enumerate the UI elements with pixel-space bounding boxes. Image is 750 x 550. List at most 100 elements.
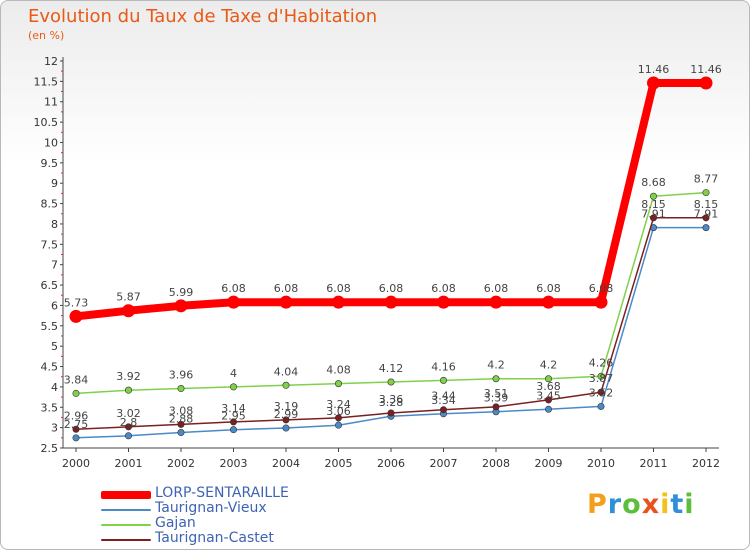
x-tick-label: 2003	[220, 457, 248, 470]
x-tick-label: 2010	[587, 457, 615, 470]
data-point	[125, 386, 133, 394]
data-point	[122, 304, 135, 318]
data-label: 3.45	[536, 389, 561, 402]
data-label: 4	[230, 367, 237, 380]
y-tick-label: 6.5	[41, 279, 59, 292]
data-label: 3.87	[589, 372, 614, 385]
data-point	[279, 295, 293, 309]
logo-letter: o	[622, 489, 642, 520]
data-label: 7.91	[641, 208, 666, 221]
data-label: 4.26	[589, 356, 614, 369]
data-point	[489, 295, 503, 309]
data-point	[594, 295, 608, 309]
y-tick-label: 7.5	[41, 238, 59, 251]
data-point	[174, 299, 188, 313]
data-point	[544, 396, 552, 404]
logo-letter: x	[641, 489, 661, 520]
legend-swatch	[101, 491, 151, 499]
data-point	[702, 214, 710, 222]
data-point	[492, 375, 500, 383]
data-point	[72, 425, 80, 433]
data-point	[597, 372, 605, 380]
y-tick-label: 6	[51, 299, 58, 312]
x-tick-label: 2004	[272, 457, 300, 470]
logo-letter: P	[587, 489, 608, 520]
data-label: 2.96	[64, 409, 89, 422]
data-point	[334, 380, 342, 388]
data-label: 8.15	[641, 198, 666, 211]
data-label: 6.08	[536, 282, 561, 295]
logo-letter: t	[670, 489, 685, 520]
data-point	[332, 295, 345, 309]
x-tick-label: 2008	[482, 457, 510, 470]
data-point	[282, 381, 290, 389]
data-label: 5.87	[116, 291, 141, 304]
chart-subtitle: (en %)	[28, 29, 65, 42]
data-label: 5.99	[169, 286, 194, 299]
logo-letter: r	[607, 489, 623, 520]
x-tick-label: 2000	[62, 457, 90, 470]
y-tick-label: 11.5	[34, 75, 59, 88]
data-point	[282, 416, 290, 424]
data-label: 4.08	[326, 364, 351, 377]
data-point	[387, 378, 395, 386]
data-point	[230, 418, 238, 426]
data-label: 6.08	[431, 282, 456, 295]
data-label: 8.68	[641, 176, 666, 189]
data-point	[177, 385, 185, 393]
data-label: 2.88	[169, 413, 194, 426]
y-tick-label: 4	[51, 381, 58, 394]
data-label: 2.8	[120, 416, 138, 429]
data-point	[439, 406, 447, 414]
data-point	[72, 389, 80, 397]
y-tick-label: 12	[44, 55, 58, 68]
data-label: 2.99	[274, 408, 299, 421]
data-point	[699, 76, 713, 90]
data-label: 3.52	[589, 386, 614, 399]
data-point	[647, 76, 660, 90]
legend-swatch	[101, 509, 151, 511]
data-label: 3.84	[64, 373, 89, 386]
data-point	[334, 414, 342, 422]
x-tick-label: 2011	[640, 457, 668, 470]
data-label: 11.46	[690, 63, 722, 76]
x-tick-label: 2006	[377, 457, 405, 470]
legend-swatch	[101, 539, 151, 541]
data-point	[544, 375, 552, 383]
y-tick-label: 5	[51, 340, 58, 353]
data-point	[437, 295, 450, 309]
x-tick-label: 2007	[430, 457, 458, 470]
data-label: 4.16	[431, 360, 456, 373]
data-point	[282, 424, 290, 432]
data-point	[177, 429, 185, 437]
data-label: 3.96	[169, 369, 194, 382]
data-label: 3.51	[484, 387, 509, 400]
y-tick-label: 5.5	[41, 320, 59, 333]
data-point	[702, 224, 710, 232]
data-point	[597, 388, 605, 396]
data-label: 3.36	[379, 393, 404, 406]
x-tick-label: 2009	[535, 457, 563, 470]
data-point	[597, 402, 605, 410]
data-point	[649, 192, 657, 200]
logo-letter: i	[684, 489, 695, 520]
data-point	[387, 409, 395, 417]
chart-title: Evolution du Taux de Taxe d'Habitation	[28, 6, 378, 27]
data-label: 4.2	[540, 359, 558, 372]
data-label: 3.19	[274, 400, 299, 413]
data-label: 3.44	[431, 390, 456, 403]
data-label: 3.92	[116, 370, 141, 383]
data-label: 8.77	[694, 173, 719, 186]
logo-letter: i	[660, 489, 671, 520]
data-point	[125, 432, 133, 440]
data-label: 3.02	[116, 407, 141, 420]
y-tick-label: 10	[44, 136, 58, 149]
data-label: 3.34	[431, 394, 456, 407]
data-label: 3.24	[326, 398, 351, 411]
data-label: 5.73	[64, 296, 89, 309]
legend-swatch	[101, 524, 151, 526]
data-label: 4.2	[487, 359, 505, 372]
data-label: 2.95	[221, 410, 246, 423]
data-point	[439, 376, 447, 384]
